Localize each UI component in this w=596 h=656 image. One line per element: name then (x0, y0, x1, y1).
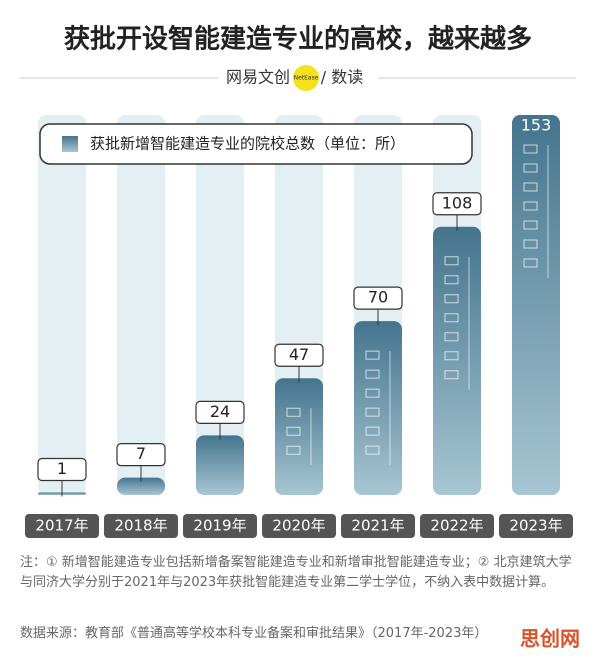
window (444, 275, 459, 285)
legend-label: 获批新增智能建造专业的院校总数（单位：所） (90, 135, 405, 153)
window (444, 313, 459, 323)
bar (275, 378, 323, 495)
window (365, 407, 380, 417)
legend-swatch (62, 136, 78, 152)
x-tick-label: 2023年 (509, 517, 562, 535)
year-pill (25, 514, 99, 538)
window (365, 426, 380, 436)
window (286, 445, 301, 455)
bar (117, 477, 165, 495)
value-label: 47 (289, 345, 309, 364)
window (523, 220, 538, 230)
bar-track (117, 115, 165, 495)
window (365, 445, 380, 455)
value-label: 24 (210, 402, 230, 421)
brand-logo: NetEase (294, 75, 319, 82)
legend-box (39, 123, 473, 165)
window (523, 239, 538, 249)
x-tick-label: 2018年 (114, 517, 167, 535)
label-box (353, 286, 403, 310)
window (523, 201, 538, 211)
bar (433, 226, 481, 495)
plot: 1 2017年 7 2018年 24 2019年 47 2020年 70 2021年 108 2022… (25, 115, 573, 538)
brand-logo-circle (293, 65, 319, 91)
bar-track (38, 115, 86, 495)
value-label: 108 (442, 193, 473, 212)
chart-title: 获批开设智能建造专业的高校，越来越多 (64, 24, 532, 55)
label-box (195, 400, 245, 424)
window (365, 350, 380, 360)
window (523, 182, 538, 192)
x-tick-label: 2019年 (193, 517, 246, 535)
x-tick-label: 2017年 (35, 517, 88, 535)
x-tick-label: 2021年 (351, 517, 404, 535)
window (286, 426, 301, 436)
window (444, 256, 459, 266)
year-pill (341, 514, 415, 538)
window (523, 144, 538, 154)
value-label: 1 (57, 459, 67, 478)
window (365, 369, 380, 379)
label-box (116, 443, 166, 467)
window (444, 332, 459, 342)
label-box (274, 343, 324, 367)
value-label: 70 (368, 288, 388, 307)
bar (196, 435, 244, 495)
window (444, 294, 459, 304)
x-tick-label: 2022年 (430, 517, 483, 535)
label-box (432, 192, 482, 216)
window (523, 258, 538, 268)
year-pill (499, 514, 573, 538)
year-pill (420, 514, 494, 538)
year-pill (183, 514, 257, 538)
label-box (37, 457, 87, 482)
window (523, 163, 538, 173)
window (444, 370, 459, 380)
notes: 注：① 新增智能建造专业包括新增备案智能建造专业和新增审批智能建造专业；② 北京… (20, 555, 572, 590)
x-tick-label: 2020年 (272, 517, 325, 535)
watermark: 思创网 (520, 627, 580, 651)
year-pill (262, 514, 336, 538)
value-label: 153 (521, 116, 552, 135)
brand-section: / 数读 (321, 68, 363, 87)
year-pill (104, 514, 178, 538)
bar-track (196, 115, 244, 495)
brand-name: 网易文创 (226, 68, 290, 87)
window (444, 351, 459, 361)
value-label: 7 (136, 444, 146, 463)
source: 数据来源：教育部《普通高等学校本科专业备案和审批结果》（2017年-2023年） (20, 626, 488, 641)
window (365, 388, 380, 398)
window (286, 407, 301, 417)
